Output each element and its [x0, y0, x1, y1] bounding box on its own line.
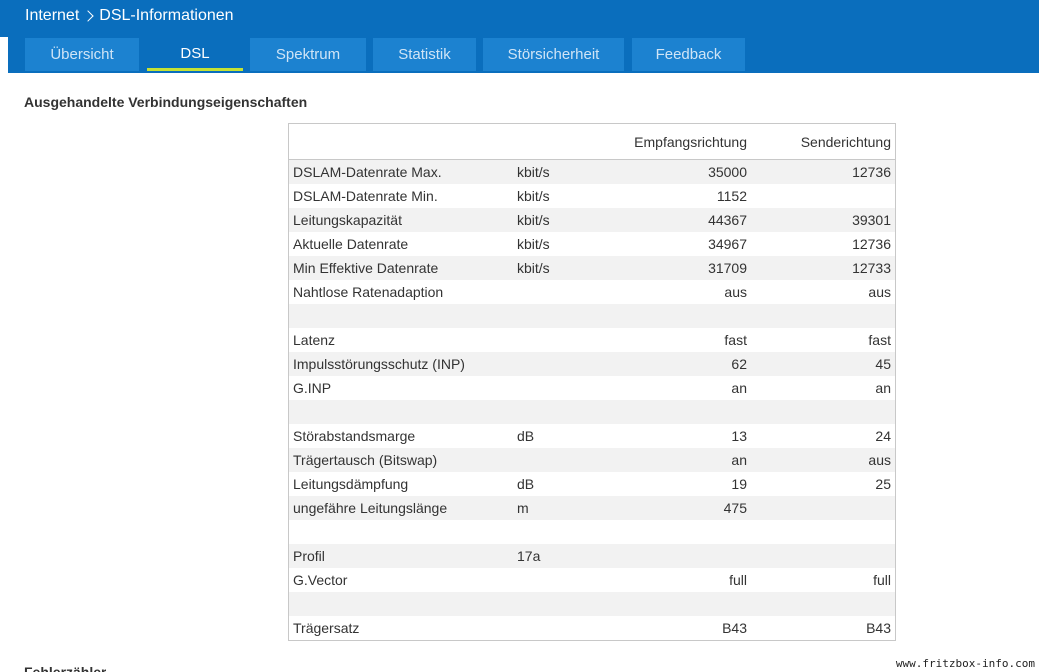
- row-upstream-value: an: [875, 380, 891, 396]
- row-unit: kbit/s: [517, 236, 550, 252]
- next-section-title: Fehlerzähler: [24, 664, 107, 672]
- column-header-upstream: Senderichtung: [800, 134, 891, 150]
- row-label: Trägersatz: [293, 620, 360, 636]
- row-downstream-value: B43: [722, 620, 747, 636]
- row-downstream-value: an: [731, 452, 747, 468]
- row-upstream-value: 12736: [852, 236, 891, 252]
- row-label: Min Effektive Datenrate: [293, 260, 439, 276]
- header-left-strip: [0, 37, 8, 73]
- row-label: Leitungskapazität: [293, 212, 402, 228]
- row-upstream-value: 39301: [852, 212, 891, 228]
- row-downstream-value: fast: [724, 332, 747, 348]
- table-row: [289, 304, 895, 328]
- row-label: Profil: [293, 548, 325, 564]
- row-downstream-value: 34967: [708, 236, 747, 252]
- row-label: Trägertausch (Bitswap): [293, 452, 438, 468]
- table-row: Trägersatz B43 B43: [289, 616, 895, 640]
- table-row: G.INP an an: [289, 376, 895, 400]
- table-row: Trägertausch (Bitswap) an aus: [289, 448, 895, 472]
- table-row: G.Vector full full: [289, 568, 895, 592]
- tab-spektrum[interactable]: Spektrum: [250, 38, 366, 71]
- row-downstream-value: 13: [731, 428, 747, 444]
- header-bar: Internet DSL-Informationen Übersicht DSL…: [0, 0, 1039, 73]
- row-downstream-value: 19: [731, 476, 747, 492]
- row-downstream-value: aus: [724, 284, 747, 300]
- row-unit: dB: [517, 428, 535, 444]
- row-downstream-value: 1152: [716, 188, 747, 204]
- table-row: Latenz fast fast: [289, 328, 895, 352]
- row-unit: 17a: [517, 548, 541, 564]
- row-label: Impulsstörungsschutz (INP): [293, 356, 465, 372]
- table-row: Profil 17a: [289, 544, 895, 568]
- row-upstream-value: fast: [868, 332, 891, 348]
- chevron-right-icon: [83, 5, 97, 27]
- row-label: Nahtlose Ratenadaption: [293, 284, 444, 300]
- table-row: [289, 400, 895, 424]
- breadcrumb-parent-link[interactable]: Internet: [25, 7, 80, 24]
- row-upstream-value: 24: [875, 428, 891, 444]
- row-upstream-value: full: [873, 572, 891, 588]
- row-downstream-value: 44367: [708, 212, 747, 228]
- tab-stoersicherheit[interactable]: Störsicherheit: [483, 38, 624, 71]
- row-downstream-value: full: [729, 572, 747, 588]
- table-row: [289, 592, 895, 616]
- tab-dsl[interactable]: DSL: [147, 38, 243, 71]
- row-downstream-value: 475: [723, 500, 747, 516]
- row-upstream-value: 12733: [852, 260, 891, 276]
- tab-uebersicht[interactable]: Übersicht: [25, 38, 139, 71]
- section-title: Ausgehandelte Verbindungseigenschaften: [24, 94, 308, 110]
- row-upstream-value: 12736: [852, 164, 891, 180]
- row-label: Aktuelle Datenrate: [293, 236, 409, 252]
- row-upstream-value: 45: [875, 356, 891, 372]
- row-label: ungefähre Leitungslänge: [293, 500, 448, 516]
- table-row: Störabstandsmarge dB 13 24: [289, 424, 895, 448]
- row-label: G.INP: [293, 380, 332, 396]
- table-row: Leitungskapazität kbit/s 44367 39301: [289, 208, 895, 232]
- row-downstream-value: 35000: [708, 164, 747, 180]
- breadcrumb-current: DSL-Informationen: [99, 7, 234, 24]
- row-unit: dB: [517, 476, 535, 492]
- watermark: www.fritzbox-info.com: [893, 657, 1037, 670]
- tab-statistik[interactable]: Statistik: [373, 38, 476, 71]
- table-row: Leitungsdämpfung dB 19 25: [289, 472, 895, 496]
- row-label: G.Vector: [293, 572, 348, 588]
- row-unit: kbit/s: [517, 164, 550, 180]
- row-unit: kbit/s: [517, 212, 550, 228]
- row-unit: kbit/s: [517, 188, 550, 204]
- row-unit: kbit/s: [517, 260, 550, 276]
- connection-properties-table: Empfangsrichtung Senderichtung DSLAM-Dat…: [288, 123, 896, 641]
- row-label: Störabstandsmarge: [293, 428, 416, 444]
- table-row: Min Effektive Datenrate kbit/s 31709 12733: [289, 256, 895, 280]
- table-header: Empfangsrichtung Senderichtung: [289, 124, 895, 160]
- row-upstream-value: aus: [868, 452, 891, 468]
- table-row: Aktuelle Datenrate kbit/s 34967 12736: [289, 232, 895, 256]
- column-header-downstream: Empfangsrichtung: [634, 134, 747, 150]
- table-row: Impulsstörungsschutz (INP) 62 45: [289, 352, 895, 376]
- table-row: [289, 520, 895, 544]
- table-row: Nahtlose Ratenadaption aus aus: [289, 280, 895, 304]
- tab-feedback[interactable]: Feedback: [632, 38, 745, 71]
- row-upstream-value: B43: [866, 620, 891, 636]
- row-label: Leitungsdämpfung: [293, 476, 409, 492]
- row-label: DSLAM-Datenrate Max.: [293, 164, 442, 180]
- row-label: DSLAM-Datenrate Min.: [293, 188, 438, 204]
- row-upstream-value: 25: [875, 476, 891, 492]
- row-downstream-value: 31709: [708, 260, 747, 276]
- row-unit: m: [517, 500, 529, 516]
- row-upstream-value: aus: [868, 284, 891, 300]
- row-downstream-value: an: [731, 380, 747, 396]
- breadcrumb: Internet DSL-Informationen: [25, 5, 234, 27]
- table-row: ungefähre Leitungslänge m 475: [289, 496, 895, 520]
- table-row: DSLAM-Datenrate Min. kbit/s 1152: [289, 184, 895, 208]
- row-label: Latenz: [293, 332, 336, 348]
- row-downstream-value: 62: [731, 356, 747, 372]
- table-row: DSLAM-Datenrate Max. kbit/s 35000 12736: [289, 160, 895, 184]
